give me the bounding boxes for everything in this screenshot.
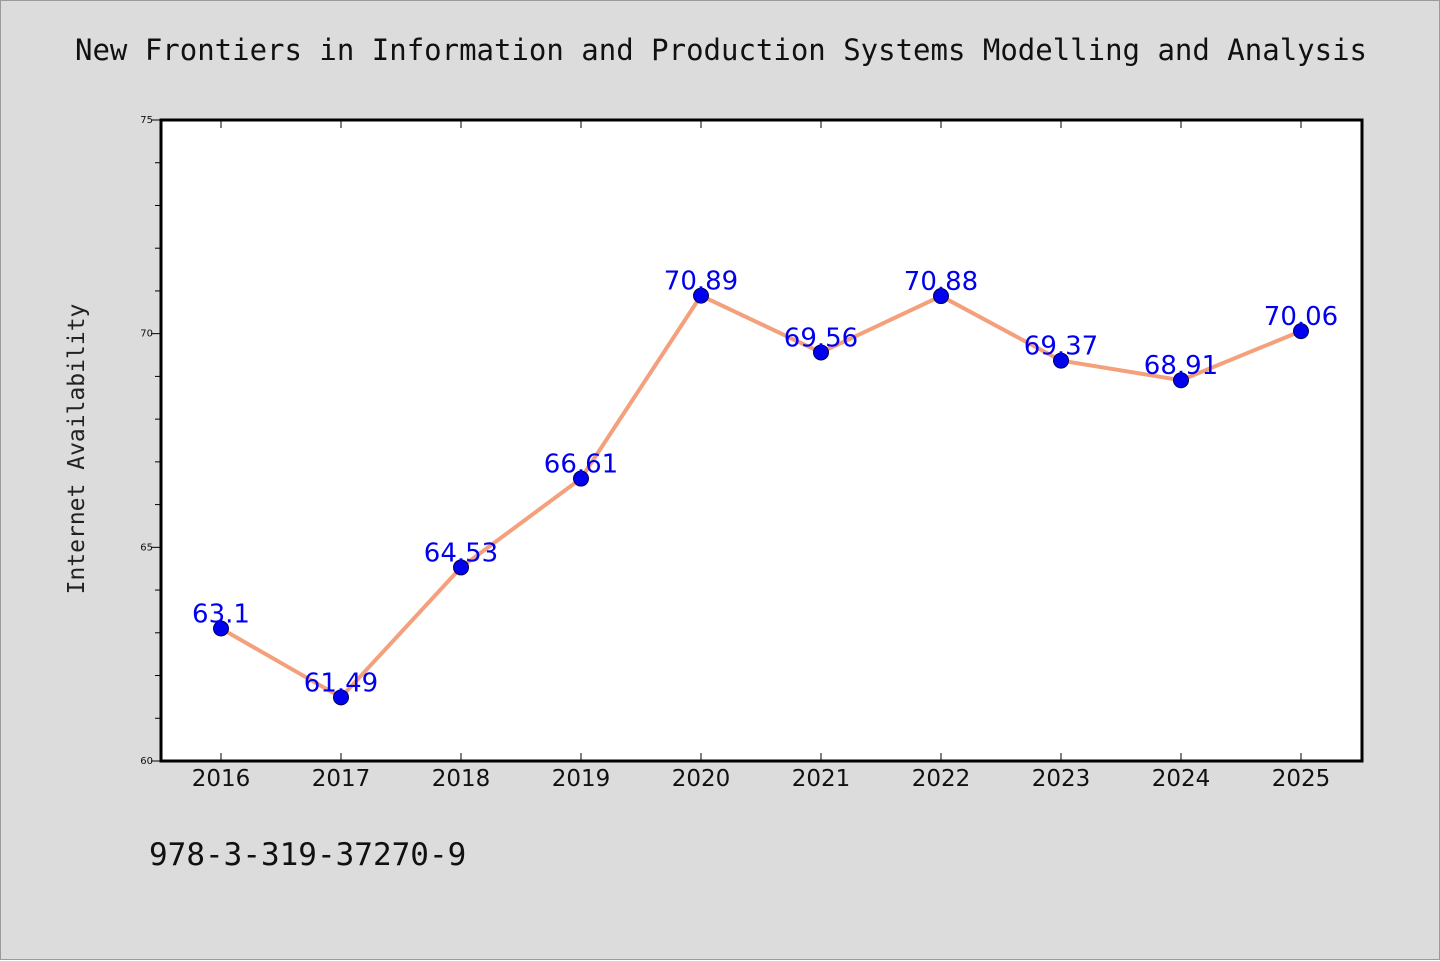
x-tick-label: 2025: [1272, 766, 1331, 792]
plot-area: [159, 118, 1364, 763]
chart-title: New Frontiers in Information and Product…: [74, 33, 1367, 67]
y-tick-label: 70: [140, 329, 153, 340]
data-point-marker: [1173, 372, 1189, 389]
x-tick-label: 2024: [1152, 766, 1211, 792]
x-tick-label: 2021: [792, 766, 851, 792]
data-point-marker: [573, 470, 589, 487]
data-series: [213, 287, 1309, 706]
data-point-marker: [213, 620, 229, 637]
data-label: 70.06: [1264, 302, 1338, 332]
data-point-marker: [1293, 323, 1309, 340]
x-tick-label: 2018: [432, 766, 491, 792]
data-point-marker: [1053, 352, 1069, 369]
x-tick-label: 2022: [912, 766, 971, 792]
data-label: 61.49: [304, 668, 378, 698]
series-line: [219, 293, 1303, 700]
data-label: 69.56: [784, 323, 858, 353]
x-tick-label: 2019: [552, 766, 611, 792]
data-labels: 63.1 61.49 64.53 66.61 70.89 69.56 70.88 69.37 6…: [192, 267, 1338, 699]
data-point-marker: [333, 689, 349, 706]
data-point-marker: [693, 287, 709, 304]
data-point-marker: [813, 344, 829, 361]
data-label: 64.53: [424, 538, 498, 568]
x-tick-label: 2023: [1032, 766, 1091, 792]
data-label: 70.89: [664, 267, 738, 297]
x-tick-label: 2017: [312, 766, 371, 792]
data-label: 68.91: [1144, 351, 1218, 381]
data-label: 66.61: [544, 450, 618, 480]
data-label: 70.88: [904, 267, 978, 297]
x-axis: 2016 2017 2018 2019 2020 2021 2022 2023 2024 2025: [192, 120, 1331, 792]
y-axis: 60 65 70 75: [140, 115, 161, 767]
data-label: 69.37: [1024, 332, 1098, 362]
data-point-marker: [933, 288, 949, 305]
y-tick-label: 65: [140, 542, 153, 553]
data-label: 63.1: [192, 600, 250, 630]
x-tick-label: 2020: [672, 766, 731, 792]
x-tick-label: 2016: [192, 766, 251, 792]
y-tick-label: 60: [140, 756, 153, 767]
isbn-text: 978-3-319-37270-9: [149, 837, 467, 873]
data-point-marker: [453, 559, 469, 576]
y-tick-label: 75: [140, 115, 153, 126]
